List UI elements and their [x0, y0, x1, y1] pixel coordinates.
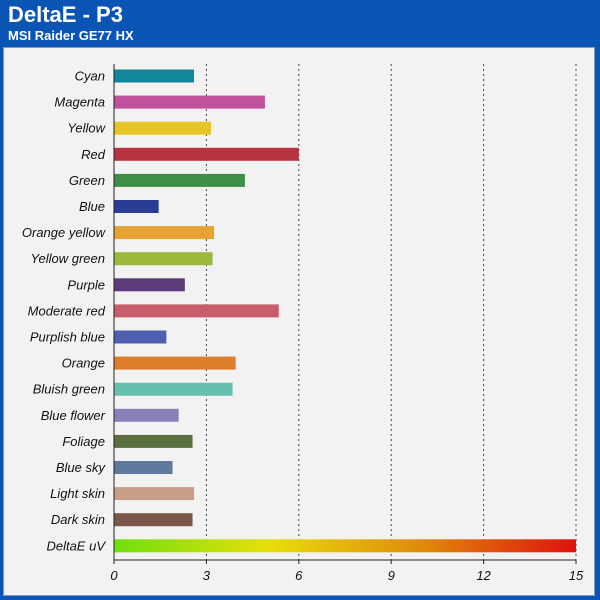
category-label: Bluish green [33, 382, 105, 397]
chart-subtitle: MSI Raider GE77 HX [8, 28, 134, 43]
bar-foliage [114, 434, 193, 448]
bar-light-skin [114, 487, 195, 501]
category-labels: Cyan Magenta Yellow Red Green Blue Orange yell… [22, 69, 107, 554]
category-label: Orange [62, 356, 105, 371]
bar-dark-skin [114, 513, 193, 527]
bar-deltae-uv [114, 539, 576, 553]
bar-purple [114, 278, 185, 292]
bar-blue [114, 200, 159, 213]
x-axis: 0 3 6 9 12 15 [110, 64, 584, 583]
bar-magenta [114, 95, 265, 109]
bar-red [114, 147, 299, 161]
category-label: Blue [79, 199, 105, 214]
category-label: Yellow [67, 121, 106, 136]
category-label: Dark skin [51, 512, 105, 527]
bar-blue-sky [114, 461, 173, 474]
category-label: Yellow green [31, 251, 105, 266]
bar-cyan [114, 69, 195, 83]
x-tick-label: 9 [388, 568, 395, 583]
x-tick-label: 12 [476, 568, 491, 583]
category-label: DeltaE uV [46, 538, 106, 553]
bar-bluish-green [114, 382, 233, 396]
x-tick-label: 3 [203, 568, 211, 583]
bar-green [114, 173, 245, 187]
bar-yellow [114, 121, 212, 135]
chart-title: DeltaE - P3 [8, 2, 123, 27]
bar-yellow-green [114, 252, 213, 266]
category-label: Orange yellow [22, 225, 107, 240]
category-label: Magenta [54, 95, 105, 110]
bar-blue-flower [114, 408, 179, 422]
category-label: Purple [67, 277, 105, 292]
bars [114, 69, 576, 553]
category-label: Blue flower [41, 408, 106, 423]
category-label: Foliage [62, 434, 105, 449]
category-label: Green [69, 173, 105, 188]
x-tick-label: 6 [295, 568, 303, 583]
category-label: Red [81, 147, 106, 162]
bar-orange-yellow [114, 226, 215, 240]
x-tick-label: 0 [110, 568, 118, 583]
x-tick-label: 15 [569, 568, 584, 583]
bar-orange [114, 356, 236, 370]
category-label: Blue sky [56, 460, 107, 475]
category-label: Cyan [75, 69, 105, 84]
category-label: Purplish blue [30, 330, 105, 345]
category-label: Light skin [50, 486, 105, 501]
bar-purplish-blue [114, 330, 167, 344]
bar-moderate-red [114, 304, 279, 318]
category-label: Moderate red [28, 303, 106, 318]
